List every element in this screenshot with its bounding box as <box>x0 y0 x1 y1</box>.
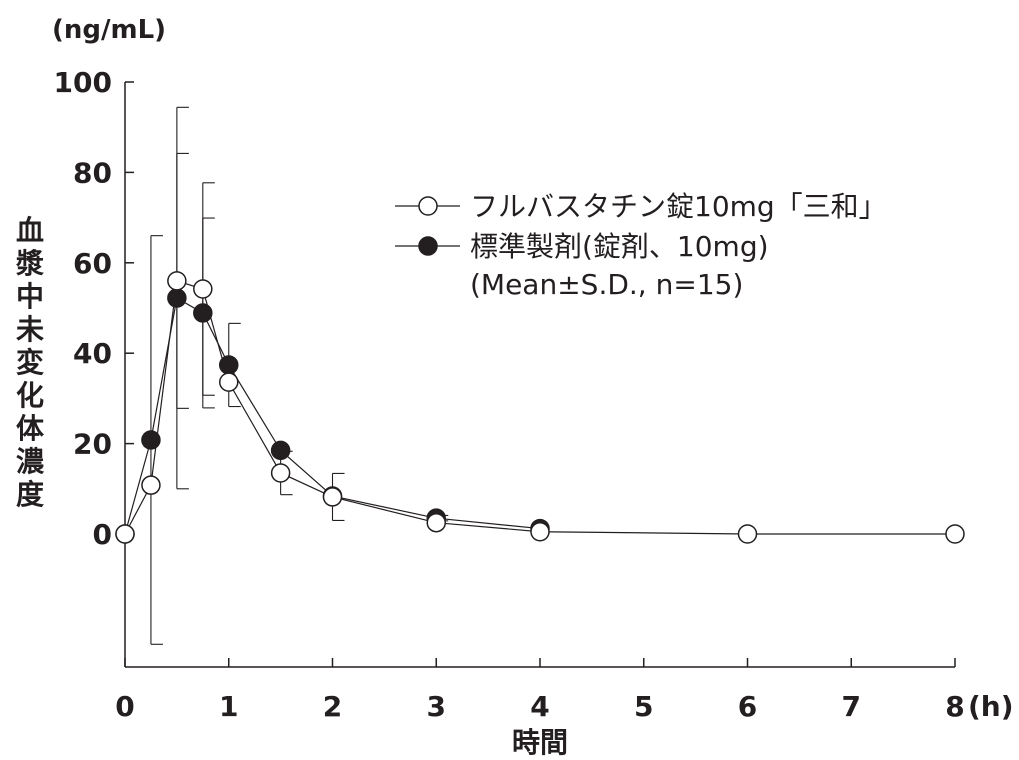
legend-label-open: フルバスタチン錠10mg「三和」 <box>470 190 887 223</box>
x-tick-label: 3 <box>427 690 446 723</box>
series-markers <box>115 271 965 544</box>
y-tick-label: 100 <box>54 66 112 99</box>
legend-note: (Mean±S.D., n=15) <box>470 268 743 301</box>
point-test <box>737 524 758 544</box>
x-axis-title: 時間 <box>512 726 568 759</box>
point-reference <box>141 430 161 450</box>
y-tick-label: 40 <box>73 337 112 370</box>
x-tick-label: 8 <box>945 690 964 723</box>
y-tick-label: 60 <box>73 247 112 280</box>
y-unit-label: (ng/mL) <box>52 15 166 45</box>
point-test <box>530 521 550 542</box>
point-test <box>167 271 187 291</box>
point-test <box>141 475 161 495</box>
x-unit-label: (h) <box>968 690 1014 723</box>
error-bars <box>150 106 449 645</box>
point-test <box>219 372 239 392</box>
y-axis-title: 血漿中未変化体濃度 <box>15 214 45 511</box>
point-test <box>193 279 213 299</box>
legend-marker-filled <box>418 236 438 256</box>
point-reference <box>219 355 239 375</box>
series-line-test <box>124 280 955 535</box>
legend: フルバスタチン錠10mg「三和」 標準製剤(錠剤、10mg) (Mean±S.D… <box>395 190 887 301</box>
x-tick-label: 2 <box>323 690 342 723</box>
y-tick-label: 80 <box>73 156 112 189</box>
x-tick-label: 7 <box>842 690 861 723</box>
point-test <box>426 512 446 533</box>
point-test <box>115 524 135 544</box>
point-test <box>270 463 291 483</box>
point-reference <box>167 288 187 308</box>
y-axis-ticks: 0 20 40 60 80 100 <box>54 66 134 551</box>
x-tick-label: 0 <box>115 690 134 723</box>
legend-label-filled: 標準製剤(錠剤、10mg) <box>470 230 769 263</box>
series-lines <box>124 280 955 535</box>
legend-marker-open <box>418 196 438 216</box>
y-tick-label: 0 <box>93 518 112 551</box>
point-reference <box>193 303 213 323</box>
point-reference <box>270 440 291 461</box>
x-axis-ticks: 0 1 2 3 4 5 6 7 8 <box>115 658 965 723</box>
point-test <box>945 524 965 544</box>
x-tick-label: 1 <box>219 690 238 723</box>
y-tick-label: 20 <box>73 428 112 461</box>
point-test <box>322 487 343 507</box>
x-tick-label: 6 <box>738 690 757 723</box>
x-tick-label: 4 <box>530 690 549 723</box>
x-tick-label: 5 <box>634 690 653 723</box>
